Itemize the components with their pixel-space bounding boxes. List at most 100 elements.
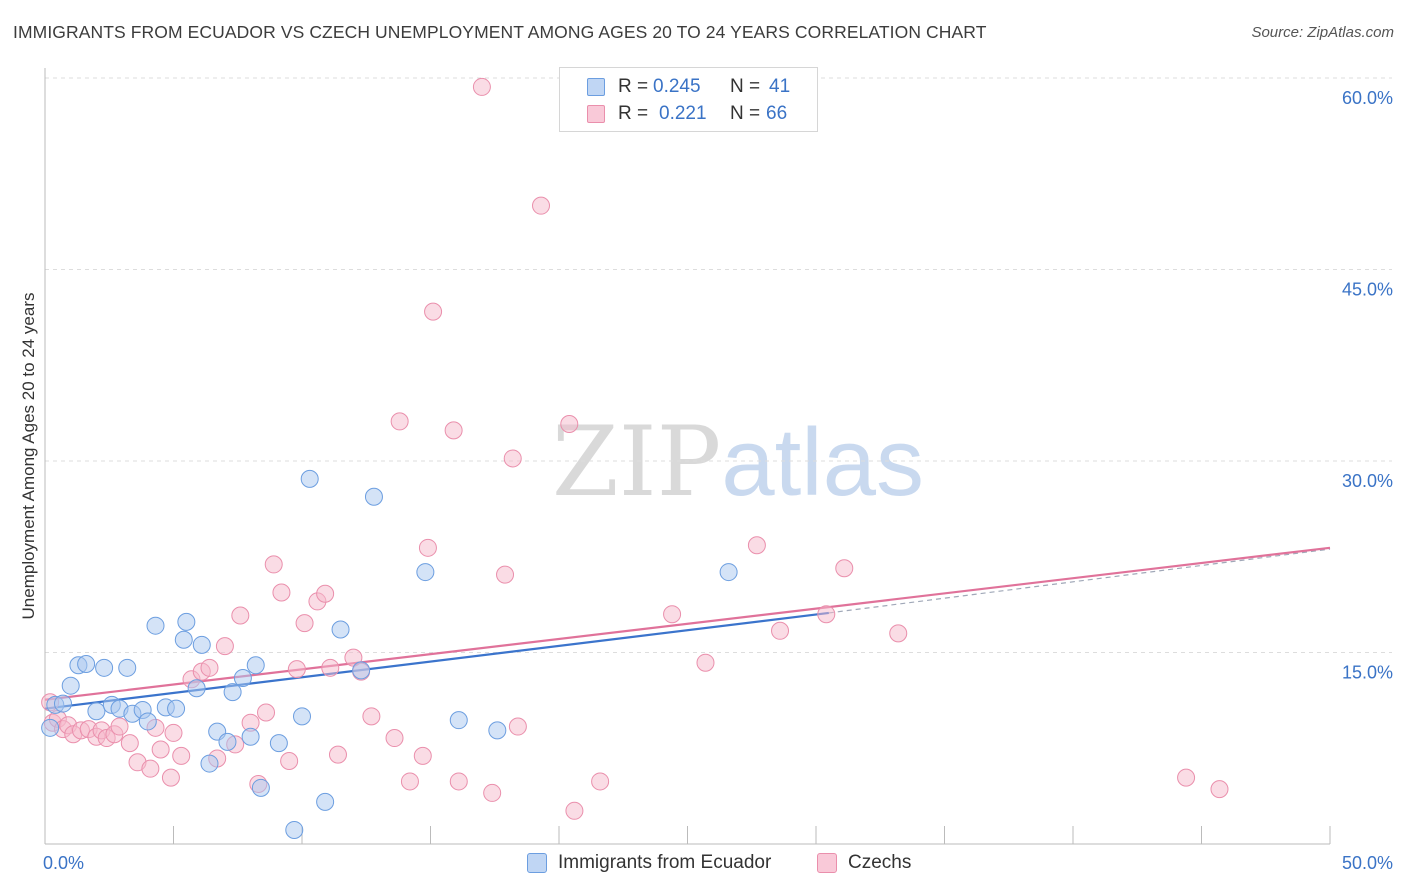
- czech-point: [889, 624, 908, 643]
- ecuador-point: [174, 630, 193, 649]
- czech-point: [418, 538, 437, 557]
- czech-point: [472, 77, 491, 96]
- y-tick-label: 60.0%: [1342, 88, 1393, 108]
- czech-point: [231, 606, 250, 625]
- czech-point: [747, 536, 766, 555]
- czech-point: [164, 723, 183, 742]
- ecuador-point: [223, 683, 242, 702]
- czech-point: [565, 801, 584, 820]
- y-tick-label: 30.0%: [1342, 471, 1393, 491]
- czech-point: [257, 703, 276, 722]
- legend-swatch-czech: [587, 105, 605, 123]
- ecuador-point: [300, 469, 319, 488]
- ecuador-point: [488, 721, 507, 740]
- czech-point: [141, 759, 160, 778]
- ecuador-trend-extension: [828, 548, 1331, 614]
- czech-point: [835, 559, 854, 578]
- ecuador-point: [192, 635, 211, 654]
- y-tick-label: 15.0%: [1342, 663, 1393, 683]
- czech-point: [110, 717, 129, 736]
- ecuador-point: [87, 702, 106, 721]
- ecuador-point: [364, 487, 383, 506]
- ecuador-point: [233, 669, 252, 688]
- y-tick-label: 45.0%: [1342, 280, 1393, 300]
- legend-swatch-ecuador: [587, 78, 605, 96]
- source-label: Source: ZipAtlas.com: [1251, 24, 1394, 41]
- czech-point: [1177, 768, 1196, 787]
- czech-point: [287, 660, 306, 679]
- czech-points: [41, 77, 1229, 820]
- ecuador-point: [118, 658, 137, 677]
- czech-point: [390, 412, 409, 431]
- axes: [44, 68, 1331, 845]
- ecuador-point: [719, 563, 738, 582]
- bottom-legend-swatch-czech: [817, 853, 837, 873]
- tick-labels: 15.0% 30.0% 45.0% 60.0% 0.0% 50.0%: [43, 88, 1393, 873]
- ecuador-point: [416, 563, 435, 582]
- czech-point: [161, 768, 180, 787]
- watermark: ZIPatlas: [552, 406, 924, 518]
- czech-point: [771, 621, 790, 640]
- ecuador-point: [138, 712, 157, 731]
- ecuador-point: [241, 727, 260, 746]
- ecuador-point: [352, 661, 371, 680]
- legend-r-label: R =: [618, 103, 649, 124]
- czech-point: [503, 449, 522, 468]
- ecuador-point: [200, 754, 219, 773]
- czech-point: [272, 583, 291, 602]
- czech-point: [385, 729, 404, 748]
- ecuador-point: [53, 694, 72, 713]
- ecuador-point: [269, 734, 288, 753]
- ecuador-point: [251, 778, 270, 797]
- czech-point: [321, 658, 340, 677]
- czech-point: [264, 555, 283, 574]
- bottom-legend-swatch-ecuador: [527, 853, 547, 873]
- czech-point: [328, 745, 347, 764]
- ecuador-point: [41, 718, 60, 737]
- czech-point: [591, 772, 610, 791]
- ecuador-point: [218, 732, 237, 751]
- ecuador-point: [167, 699, 186, 718]
- czech-point: [424, 302, 443, 321]
- czech-point: [449, 772, 468, 791]
- czech-point: [663, 605, 682, 624]
- czech-point: [172, 746, 191, 765]
- ecuador-point: [449, 711, 468, 730]
- czech-point: [444, 421, 463, 440]
- stats-legend: R = 0.245 N = 41 R = 0.221 N = 66: [559, 67, 818, 132]
- ecuador-trend-line: [44, 611, 829, 710]
- legend-r-label: R =: [618, 76, 649, 97]
- legend-n-value: 41: [769, 76, 791, 97]
- czech-point: [400, 772, 419, 791]
- czech-point: [295, 614, 314, 633]
- chart-title: IMMIGRANTS FROM ECUADOR VS CZECH UNEMPLO…: [13, 22, 987, 42]
- watermark-zip: ZIP: [552, 406, 722, 518]
- ecuador-point: [61, 676, 80, 695]
- ecuador-point: [177, 612, 196, 631]
- legend-n-label: N =: [730, 76, 761, 97]
- ecuador-point: [146, 616, 165, 635]
- czech-point: [817, 605, 836, 624]
- czech-point: [280, 752, 299, 771]
- ecuador-point: [246, 656, 265, 675]
- legend-r-value: 0.221: [659, 103, 707, 124]
- czech-point: [215, 637, 234, 656]
- czech-point: [1210, 780, 1229, 799]
- y-axis-label: Unemployment Among Ages 20 to 24 years: [19, 292, 38, 620]
- legend-n-label: N =: [730, 103, 761, 124]
- czech-point: [120, 734, 139, 753]
- bottom-legend-label-czech: Czechs: [848, 852, 912, 873]
- watermark-atlas: atlas: [721, 409, 924, 516]
- czech-point: [532, 196, 551, 215]
- ecuador-point: [331, 620, 350, 639]
- ecuador-point: [316, 792, 335, 811]
- x-tick-label: 0.0%: [43, 853, 84, 873]
- x-tick-label: 50.0%: [1342, 853, 1393, 873]
- ecuador-point: [77, 654, 96, 673]
- ecuador-point: [187, 679, 206, 698]
- czech-point: [316, 584, 335, 603]
- czech-point: [696, 653, 715, 672]
- czech-point: [151, 740, 170, 759]
- czech-point: [560, 414, 579, 433]
